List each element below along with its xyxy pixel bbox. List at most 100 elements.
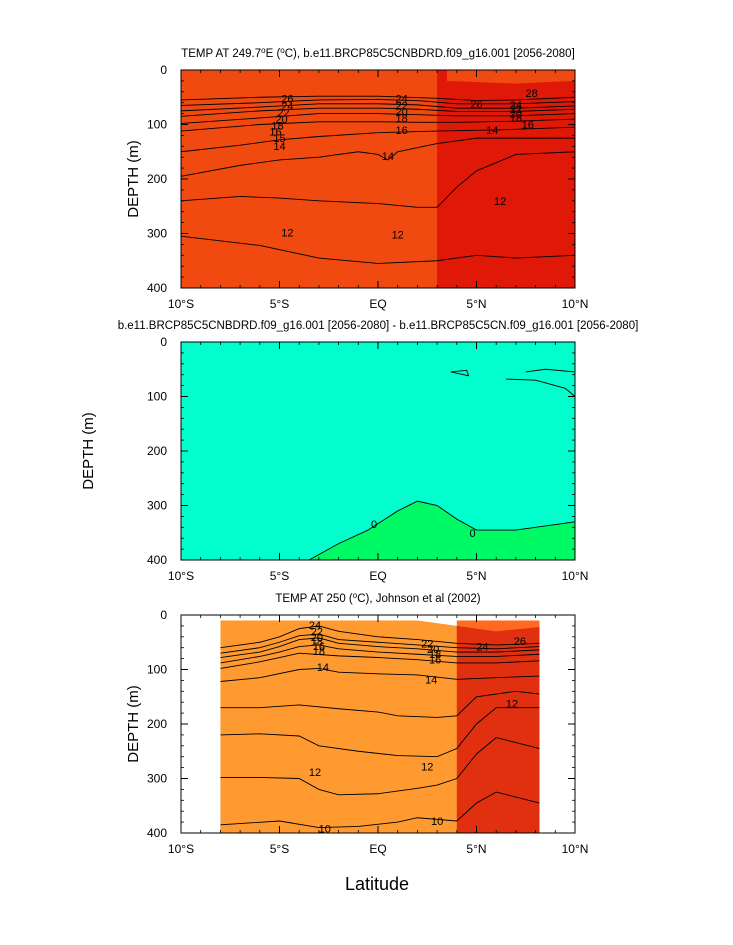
contour-label: 26	[281, 93, 293, 105]
y-tick-label: 200	[147, 444, 167, 458]
contour-line	[220, 707, 540, 758]
chart-title: TEMP AT 250 (oC), Johnson et al (2002)	[275, 591, 480, 605]
contour-fill-band	[437, 70, 575, 288]
x-tick-label: EQ	[369, 297, 386, 311]
contour-label: 14	[273, 141, 285, 153]
plot-area: 00	[181, 342, 575, 560]
contour-label: 18	[313, 646, 325, 658]
x-tick-label: 5°N	[466, 842, 486, 856]
contour-label: 22	[510, 104, 522, 116]
contour-fill-band	[181, 342, 575, 560]
contour-label: 20	[396, 106, 408, 118]
y-axis-label: DEPTH (m)	[80, 412, 97, 490]
contour-label: 14	[486, 125, 498, 137]
y-axis-label: DEPTH (m)	[125, 140, 142, 218]
contour-line	[181, 113, 575, 124]
x-tick-label: 10°N	[562, 842, 589, 856]
chart-title: TEMP AT 249.7oE (oC), b.e11.BRCP85C5CNBD…	[181, 46, 575, 60]
contour-label: 18	[510, 113, 522, 125]
contour-label: 14	[382, 151, 394, 163]
x-tick-label: 5°S	[270, 569, 289, 583]
contour-label: 16	[396, 125, 408, 137]
contour-line	[220, 737, 540, 796]
contour-label: 24	[510, 100, 522, 112]
contour-label: 26	[514, 636, 526, 648]
contour-label: 12	[281, 227, 293, 239]
y-tick-label: 400	[147, 553, 167, 567]
x-tick-label: 5°S	[270, 842, 289, 856]
contour-line	[181, 126, 575, 153]
contour-line	[220, 791, 540, 829]
contour-label: 28	[526, 88, 538, 100]
contour-line	[181, 151, 575, 208]
contour-label: 15	[273, 133, 285, 145]
contour-line	[181, 137, 575, 177]
common-x-axis-label: Latitude	[345, 874, 409, 894]
contour-line	[181, 107, 575, 117]
y-tick-label: 300	[147, 772, 167, 786]
contour-label: 22	[311, 626, 323, 638]
contour-label: 12	[494, 196, 506, 208]
chart-title: b.e11.BRCP85C5CNBDRD.f09_g16.001 [2056-2…	[118, 320, 639, 332]
contour-label: 20	[510, 109, 522, 121]
contour-line	[220, 637, 540, 658]
contour-line	[220, 644, 540, 664]
x-tick-label: 10°N	[562, 569, 589, 583]
contour-line	[181, 118, 575, 132]
y-tick-label: 400	[147, 826, 167, 840]
contour-label: 16	[269, 127, 281, 139]
y-tick-label: 0	[160, 63, 167, 77]
x-tick-label: 10°S	[168, 842, 194, 856]
contour-line	[450, 369, 470, 377]
y-tick-label: 300	[147, 499, 167, 513]
contour-label: 18	[429, 649, 441, 661]
y-tick-label: 200	[147, 172, 167, 186]
contour-fill-band	[456, 620, 540, 833]
x-tick-label: 5°S	[270, 297, 289, 311]
plot-area: 2624222018161514242220181614262824222018…	[181, 70, 575, 288]
contour-label: 24	[396, 93, 408, 105]
contour-label: 20	[275, 114, 287, 126]
contour-label: 12	[421, 762, 433, 774]
y-tick-label: 100	[147, 118, 167, 132]
x-tick-label: 10°S	[168, 297, 194, 311]
contour-line	[220, 625, 540, 649]
contour-label: 26	[470, 99, 482, 111]
x-tick-label: 10°S	[168, 569, 194, 583]
y-tick-label: 100	[147, 663, 167, 677]
contour-label: 22	[421, 638, 433, 650]
contour-label: 16	[313, 641, 325, 653]
contour-line	[220, 667, 540, 682]
contour-label: 20	[311, 632, 323, 644]
contour-line	[525, 368, 575, 373]
contour-label: 20	[427, 644, 439, 656]
x-tick-label: 5°N	[466, 569, 486, 583]
contour-label: 0	[371, 519, 377, 531]
y-tick-label: 300	[147, 227, 167, 241]
contour-label: 14	[317, 662, 329, 674]
y-tick-label: 100	[147, 390, 167, 404]
contour-line	[220, 652, 540, 669]
contour-label: 10	[431, 816, 443, 828]
contour-line	[181, 95, 575, 101]
contour-line	[220, 690, 540, 718]
contour-label: 16	[522, 120, 534, 132]
x-tick-label: 5°N	[466, 297, 486, 311]
contour-line	[308, 500, 575, 560]
contour-label: 24	[476, 642, 488, 654]
contour-label: 22	[277, 108, 289, 120]
x-tick-label: 10°N	[562, 297, 589, 311]
y-axis-label: DEPTH (m)	[125, 685, 142, 763]
contour-label: 22	[396, 100, 408, 112]
contour-label: 18	[311, 637, 323, 649]
contour-line	[181, 235, 575, 264]
contour-line	[181, 98, 575, 106]
contour-label: 24	[309, 620, 321, 632]
contour-label: 0	[469, 528, 475, 540]
y-tick-label: 200	[147, 717, 167, 731]
contour-label: 18	[271, 121, 283, 133]
